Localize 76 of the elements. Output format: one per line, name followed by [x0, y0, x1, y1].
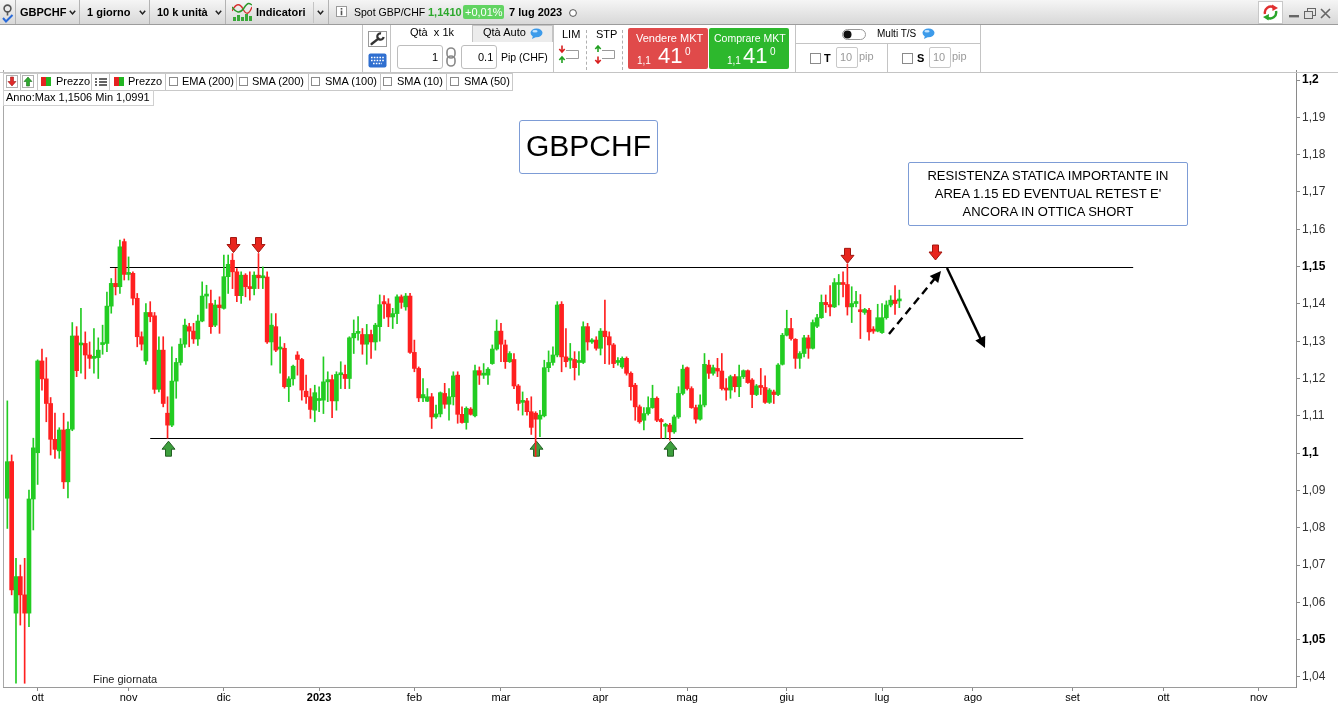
- text: GBPCHF: [526, 129, 652, 162]
- x-tick-label: ott: [1157, 690, 1170, 703]
- y-tick-label: 1,12: [1302, 370, 1326, 385]
- y-tick-label: 1,16: [1302, 221, 1326, 236]
- text: Pip (CHF): [501, 51, 548, 63]
- annotation: Prezzo: [128, 75, 163, 87]
- y-tick-label: 1,11: [1302, 408, 1325, 423]
- y-tick-label: 1,08: [1302, 520, 1326, 535]
- x-tick-label: giu: [779, 690, 795, 703]
- x-tick-label: 2023: [306, 690, 332, 703]
- text: 0.1: [478, 51, 494, 63]
- text: T: [824, 51, 831, 64]
- annotation: SMA (200): [252, 75, 304, 87]
- y-tick-label: 1,17: [1302, 184, 1326, 199]
- x-tick-label: nov: [1249, 690, 1269, 703]
- text: Spot GBP/CHF: [354, 6, 426, 18]
- x-tick-label: set: [1065, 690, 1080, 703]
- text: STP: [596, 27, 618, 40]
- annotation: SMA (100): [325, 75, 377, 87]
- text: Vendere MKT: [636, 31, 704, 44]
- text: 0: [770, 45, 776, 57]
- x-tick-label: mar: [491, 690, 511, 703]
- text: 41: [743, 43, 768, 69]
- candlestick: [567, 343, 573, 369]
- text: Indicatori: [256, 6, 306, 18]
- annotation: RESISTENZA STATICA IMPORTANTE IN AREA 1.15 ED EVENTUAL RETEST E' ANCORA IN OTTICA SHORT: [926, 167, 1170, 221]
- y-tick-label: 1,04: [1302, 669, 1326, 684]
- y-tick-label: 1,2: [1302, 72, 1320, 87]
- y-tick-label: 1,07: [1302, 557, 1326, 572]
- candlestick: [316, 386, 322, 413]
- x-tick-label: nov: [119, 690, 138, 703]
- text: S: [917, 51, 925, 64]
- text: 10: [840, 51, 853, 63]
- x-tick-label: mag: [676, 690, 698, 703]
- y-tick-label: 1,05: [1302, 631, 1326, 646]
- annotation: SMA (50): [464, 75, 510, 87]
- text: Comprare MKT: [714, 31, 786, 44]
- x-tick-label: dic: [216, 690, 232, 703]
- x-tick-label: ott: [31, 690, 44, 703]
- text: 1 giorno: [87, 6, 131, 18]
- text: Qtà Auto: [483, 25, 526, 38]
- candlestick: [771, 389, 777, 404]
- text: Qtà x 1k: [410, 25, 455, 38]
- candlestick: [342, 364, 348, 389]
- text: LIM: [562, 27, 581, 40]
- text: 10 k unità: [157, 6, 208, 18]
- text: 10: [933, 51, 946, 63]
- candlestick: [186, 322, 192, 348]
- annotation: Prezzo: [56, 75, 91, 87]
- text: pip: [859, 50, 874, 62]
- y-tick-label: 1,13: [1302, 333, 1326, 348]
- text: 1,1: [727, 54, 741, 66]
- x-tick-label: apr: [592, 690, 609, 703]
- y-tick-label: 1,06: [1302, 594, 1326, 609]
- y-tick-label: 1,19: [1302, 109, 1326, 124]
- candlestick: [836, 274, 842, 306]
- text: Multi T/S: [877, 27, 917, 39]
- text: pip: [952, 50, 967, 62]
- y-tick-label: 1,15: [1302, 258, 1326, 273]
- annotation: SMA (10): [397, 75, 443, 87]
- y-tick-label: 1,18: [1302, 146, 1326, 161]
- annotation: Anno:Max 1,1506 Min 1,0991: [6, 91, 150, 103]
- text: GBPCHF: [20, 6, 67, 18]
- candlestick: [849, 286, 855, 323]
- text: 1,1410: [428, 6, 462, 18]
- x-tick-label: lug: [874, 690, 890, 703]
- y-tick-label: 1,14: [1302, 296, 1326, 311]
- x-tick-label: ago: [963, 690, 983, 703]
- x-tick-label: feb: [406, 690, 423, 703]
- candlestick: [260, 266, 266, 289]
- annotation: EMA (200): [182, 75, 234, 87]
- annotation: Fine giornata: [93, 673, 158, 685]
- text: 7 lug 2023: [509, 6, 563, 18]
- y-tick-label: 1,1: [1302, 445, 1320, 460]
- y-tick-label: 1,09: [1302, 482, 1326, 497]
- text: 1: [432, 51, 439, 63]
